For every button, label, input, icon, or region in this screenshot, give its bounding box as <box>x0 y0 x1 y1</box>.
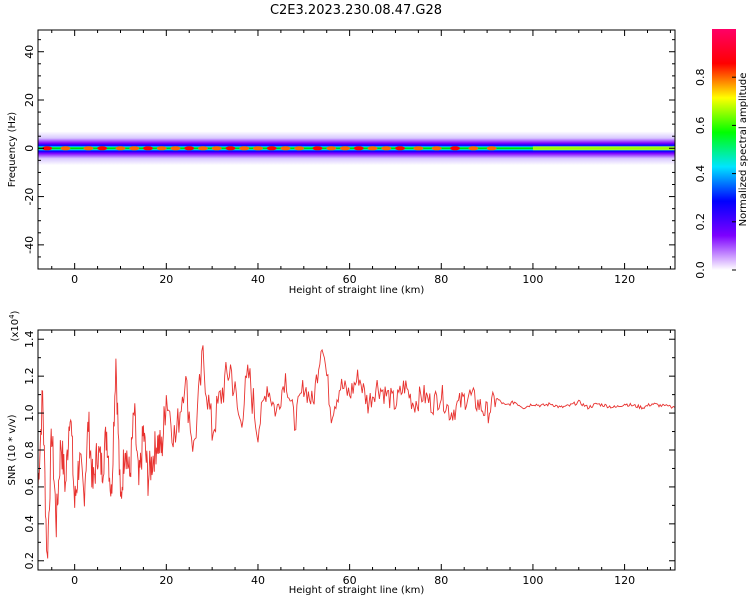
x-tick-label: 100 <box>522 273 543 286</box>
plot-frame <box>37 329 676 571</box>
y-tick-label: 20 <box>23 93 36 107</box>
spectral-peak <box>413 146 424 151</box>
x-tick-label: 60 <box>343 574 357 587</box>
x-axis-label: Height of straight line (km) <box>289 585 425 596</box>
plot-frame <box>37 29 676 270</box>
y-multiplier-label: (x104) <box>8 310 21 341</box>
chart-title: C2E3.2023.230.08.47.G28 <box>270 3 442 18</box>
spectrogram-panel: 0 20 40 60 80 100 120 -40 -20 0 20 40 Height of stra… <box>7 29 676 296</box>
x-axis-label: Height of straight line (km) <box>289 285 425 296</box>
colorbar-tick-label: 0.4 <box>694 165 707 183</box>
y-tick-label: 0.8 <box>23 441 36 459</box>
x-tick-label: 20 <box>159 273 173 286</box>
spectral-peak <box>367 146 378 151</box>
colorbar-tick-label: 0.6 <box>694 117 707 134</box>
spectral-peak <box>280 146 291 151</box>
spectral-peak <box>395 146 406 151</box>
y-axis-label: Frequency (Hz) <box>7 112 18 188</box>
snr-panel: 0 20 40 60 80 100 120 0.2 0.4 0.6 0.8 1.0 1.2 1.4 Heig… <box>7 310 676 596</box>
spectral-peak <box>353 146 364 151</box>
colorbar-tick-label: 0.2 <box>694 213 707 231</box>
x-tick-label: 100 <box>522 574 543 587</box>
x-tick-label: 120 <box>614 574 635 587</box>
spectral-peak <box>170 146 181 151</box>
spectral-peak <box>294 146 305 151</box>
snr-line <box>37 345 676 559</box>
y-tick-label: -20 <box>23 188 36 206</box>
y-tick-label: 1.0 <box>23 404 36 422</box>
y-tick-label: 0.2 <box>23 552 36 570</box>
spectral-peak <box>431 146 442 151</box>
spectral-peak <box>266 146 277 151</box>
y-axis-label: SNR (10 * v/v) <box>7 414 18 485</box>
spectral-peak <box>115 146 126 151</box>
y-tick-label: 40 <box>23 45 36 59</box>
spectral-peak <box>197 146 208 151</box>
spectral-peak <box>60 146 71 151</box>
colorbar-label: Normalized spectral amplitude <box>738 73 749 227</box>
x-tick-label: 40 <box>251 574 265 587</box>
spectral-peak <box>211 146 222 151</box>
spectral-peak <box>486 146 497 151</box>
spectral-peak <box>381 146 392 151</box>
spectral-peak <box>252 146 263 151</box>
x-tick-label: 60 <box>343 273 357 286</box>
colorbar-fill <box>712 29 736 270</box>
spectral-peak <box>468 146 479 151</box>
spectral-peak <box>326 146 337 151</box>
spectral-peak <box>156 146 167 151</box>
colorbar: 0.0 0.2 0.4 0.6 0.8 Normalized spectral ampli… <box>694 29 749 279</box>
x-tick-label: 20 <box>159 574 173 587</box>
spectral-peak <box>312 146 323 151</box>
x-tick-label: 0 <box>71 273 78 286</box>
y-tick-label: -40 <box>23 236 36 254</box>
spectral-peak <box>97 146 108 151</box>
y-tick-label: 0.6 <box>23 478 36 496</box>
colorbar-tick-label: 0.0 <box>694 261 707 279</box>
x-tick-label: 80 <box>434 574 448 587</box>
spectral-peak <box>239 146 250 151</box>
x-tick-label: 80 <box>434 273 448 286</box>
spectral-peak <box>83 146 94 151</box>
y-tick-label: 0.4 <box>23 515 36 533</box>
spectral-peak <box>142 146 153 151</box>
spectral-peak <box>129 146 140 151</box>
x-tick-label: 40 <box>251 273 265 286</box>
y-tick-label: 1.2 <box>23 367 36 385</box>
spectral-peak <box>184 146 195 151</box>
y-tick-label: 1.4 <box>23 330 36 348</box>
colorbar-tick-label: 0.8 <box>694 68 707 86</box>
spectral-peak <box>340 146 351 151</box>
spectral-tail <box>532 146 675 151</box>
x-tick-label: 0 <box>71 574 78 587</box>
spectral-peak <box>225 146 236 151</box>
spectral-peak <box>450 146 461 151</box>
spectral-peak <box>42 146 53 151</box>
y-tick-label: 0 <box>23 145 36 152</box>
x-tick-label: 120 <box>614 273 635 286</box>
